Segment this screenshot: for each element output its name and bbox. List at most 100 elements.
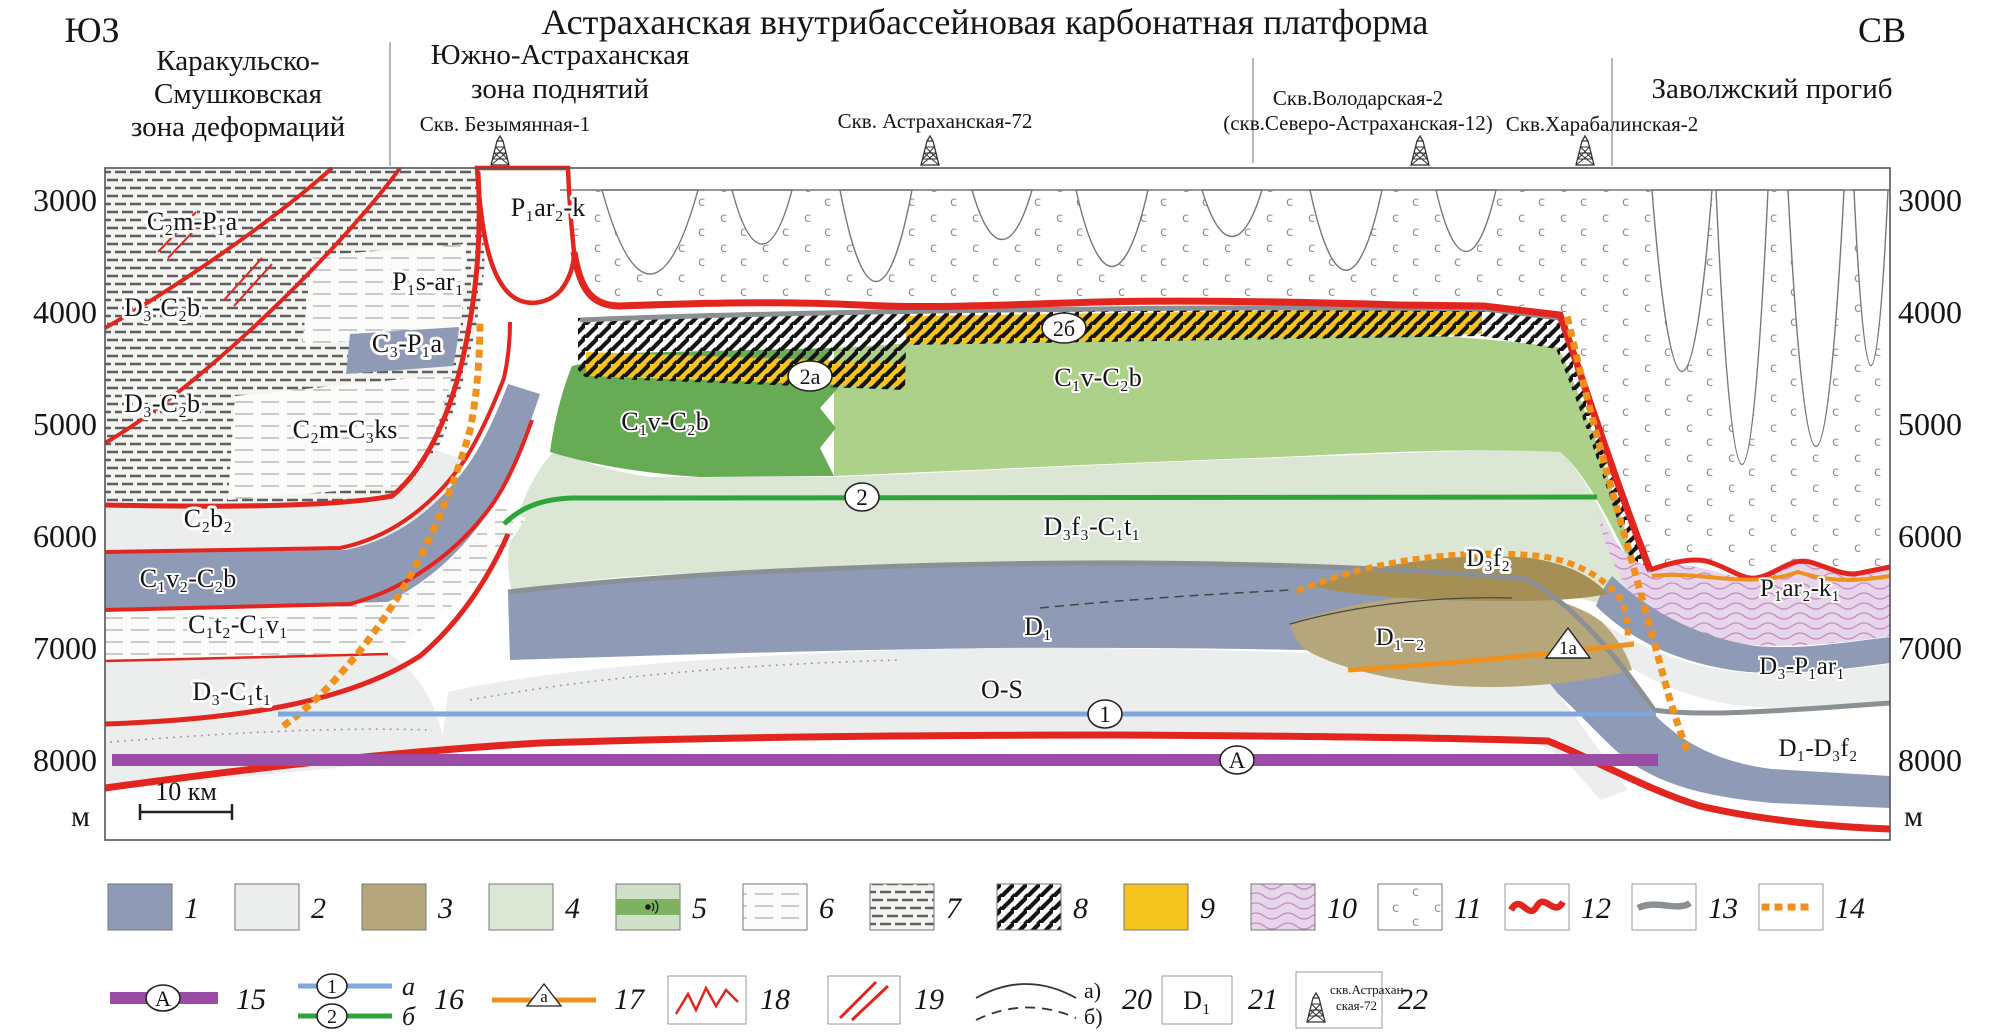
orange-fault-lines — [281, 315, 1891, 757]
depth-tick: 4000 — [33, 294, 97, 330]
depth-tick: 7000 — [1898, 630, 1962, 666]
label-c1v-c2b-east: C₁v-C₂b — [1054, 363, 1141, 392]
legend-item-21: D₁ 21 — [1161, 975, 1278, 1025]
figure-title: Астраханская внутрибассейновая карбонатн… — [542, 2, 1429, 42]
depth-unit: м — [1904, 800, 1923, 833]
unit-fill-o-s — [440, 647, 1628, 800]
legend-triangle-a: а — [540, 987, 548, 1006]
unit-fill-d1-2-lens — [1291, 590, 1632, 688]
legend-item-3: 3 — [361, 883, 453, 931]
label-c1v2-c2b: C₁v₂-C₂b — [140, 564, 237, 593]
unit-fill-d3f3-c1t1 — [508, 449, 1650, 616]
legend-item-10: 10 — [1250, 883, 1357, 931]
well-label-astrakhanskaya: Скв. Астраханская-72 — [838, 109, 1033, 133]
section-body: 2 1 А 2а 2б 1а C₂m-P₁a P₁ar₂-k P₁s-ar₁ D… — [103, 165, 1891, 841]
legend-circle-1: 1 — [327, 976, 337, 998]
depth-axis-left: 3000 4000 5000 6000 7000 8000 м — [33, 182, 97, 833]
label-c2m-p1a: C₂m-P₁a — [147, 207, 238, 236]
legend-d1-symbol: D₁ — [1183, 986, 1211, 1015]
legend-well-line1: скв.Астрахан- — [1330, 982, 1408, 997]
zone-left-line2: Смушковская — [154, 78, 322, 110]
label-c3-p1a: C₃-P₁a — [372, 329, 443, 358]
zone-right: Заволжский прогиб — [1652, 73, 1893, 105]
horizon-line-2 — [502, 494, 1598, 526]
legend-number: 13 — [1708, 892, 1738, 925]
zone-left-line1: Каракульско- — [156, 45, 319, 77]
depth-tick: 5000 — [1898, 406, 1962, 442]
legend-number: 6 — [819, 892, 834, 925]
marker-2a: 2а — [800, 364, 821, 389]
label-p1ar2-k1: P₁ar₂-k₁ — [1760, 575, 1840, 602]
unit-fill-hatch-band — [578, 306, 1660, 606]
depth-tick: 8000 — [33, 742, 97, 778]
legend-number: 17 — [614, 983, 646, 1016]
label-o-s: O-S — [981, 675, 1023, 704]
horizon-markers: 2 1 А 2а 2б 1а — [787, 312, 1592, 775]
label-c1v-c2b-west: C₁v-C₂b — [621, 407, 708, 436]
label-p1s-ar1: P₁s-ar₁ — [392, 267, 464, 296]
depth-tick: 7000 — [33, 630, 97, 666]
legend-row2: А 15 1 а 2 б 16 а 17 18 19 — [110, 971, 1428, 1031]
well-label-kharabalinskaya: Скв.Харабалинская-2 — [1506, 112, 1699, 136]
well-label-volodarskaya-1: Скв.Володарская-2 — [1273, 86, 1443, 110]
label-d3f3-c1t1: D₃f₃-C₁t₁ — [1044, 512, 1141, 541]
zone-labels: Каракульско- Смушковская зона деформаций… — [131, 39, 1893, 166]
direction-ne: СВ — [1858, 10, 1906, 50]
legend-item-16: 1 а 2 б 16 — [298, 972, 464, 1031]
zone-separator-lines — [389, 42, 1613, 166]
direction-sw: ЮЗ — [64, 10, 119, 50]
legend-number: 22 — [1398, 983, 1428, 1016]
unit-fill-c1t2-c1v1 — [105, 506, 526, 660]
label-c2b2: C₂b₂ — [184, 504, 232, 533]
well-label-bezymyannaya: Скв. Безымянная-1 — [420, 112, 591, 136]
label-d1: D₁ — [1024, 612, 1052, 641]
scale-bar-label: 10 км — [155, 777, 217, 806]
legend-number: 3 — [437, 892, 453, 925]
legend-number: 4 — [565, 892, 580, 925]
derrick-icon — [920, 135, 940, 166]
unit-fill-c2m-c3ks — [228, 374, 452, 500]
legend-item-6: 6 — [742, 883, 834, 931]
legend-curve-a: а) — [1084, 978, 1101, 1003]
legend-number: 21 — [1248, 983, 1278, 1016]
label-d3-c2b-lower: D₃-C₂b — [124, 389, 200, 418]
depth-tick: 6000 — [1898, 518, 1962, 554]
red-boundary-lines — [103, 166, 1891, 833]
thin-internal-boundaries — [109, 589, 1513, 743]
marker-2b: 2б — [1053, 316, 1075, 341]
legend-circle-A: А — [155, 986, 171, 1011]
legend-number: 12 — [1581, 892, 1611, 925]
legend-item-12: 12 — [1504, 883, 1611, 931]
derrick-icon — [1410, 135, 1430, 166]
legend-item-20: а) б) 20 — [975, 978, 1152, 1029]
legend-item-7: 7 — [869, 883, 963, 931]
legend-number: 1 — [184, 892, 199, 925]
unit-fill-p1s-ar1 — [302, 244, 466, 346]
legend-item-17: а 17 — [492, 982, 646, 1016]
label-d1-d3f2: D₁-D₃f₂ — [1779, 735, 1858, 762]
depth-unit: м — [71, 800, 90, 833]
legend-row1: 1 2 3 4 5 6 7 8 — [107, 883, 1865, 931]
well-labels: Скв. Безымянная-1 Скв. Астраханская-72 С… — [420, 86, 1699, 166]
marker-1: 1 — [1099, 702, 1111, 727]
label-d3-p1ar1: D₃-P₁ar₁ — [1759, 653, 1845, 680]
legend-well-line2: ская-72 — [1336, 998, 1377, 1013]
unit-fill-diapir-neck — [474, 165, 577, 306]
zone-center-line2: зона поднятий — [471, 73, 649, 105]
marker-1a: 1а — [1559, 638, 1578, 659]
zone-left-line3: зона деформаций — [131, 111, 345, 143]
legend-item-22: скв.Астрахан- ская-72 22 — [1295, 971, 1428, 1029]
unit-fill-right-blue-band — [1596, 576, 1890, 673]
legend-number: 14 — [1835, 892, 1865, 925]
label-c1t2-c1v1: C₁t₂-C₁v₁ — [188, 610, 288, 639]
label-d3-c1t1: D₃-C₁t₁ — [192, 677, 271, 706]
well-label-volodarskaya-2: (скв.Северо-Астраханская-12) — [1223, 111, 1493, 135]
legend-item-2: 2 — [234, 883, 326, 931]
depth-tick: 6000 — [33, 518, 97, 554]
unit-fill-c1v2-c2b — [105, 384, 540, 609]
legend-number: 15 — [236, 983, 266, 1016]
label-d1-2: D₁₋₂ — [1376, 624, 1425, 651]
scale-bar: 10 км — [138, 777, 234, 820]
